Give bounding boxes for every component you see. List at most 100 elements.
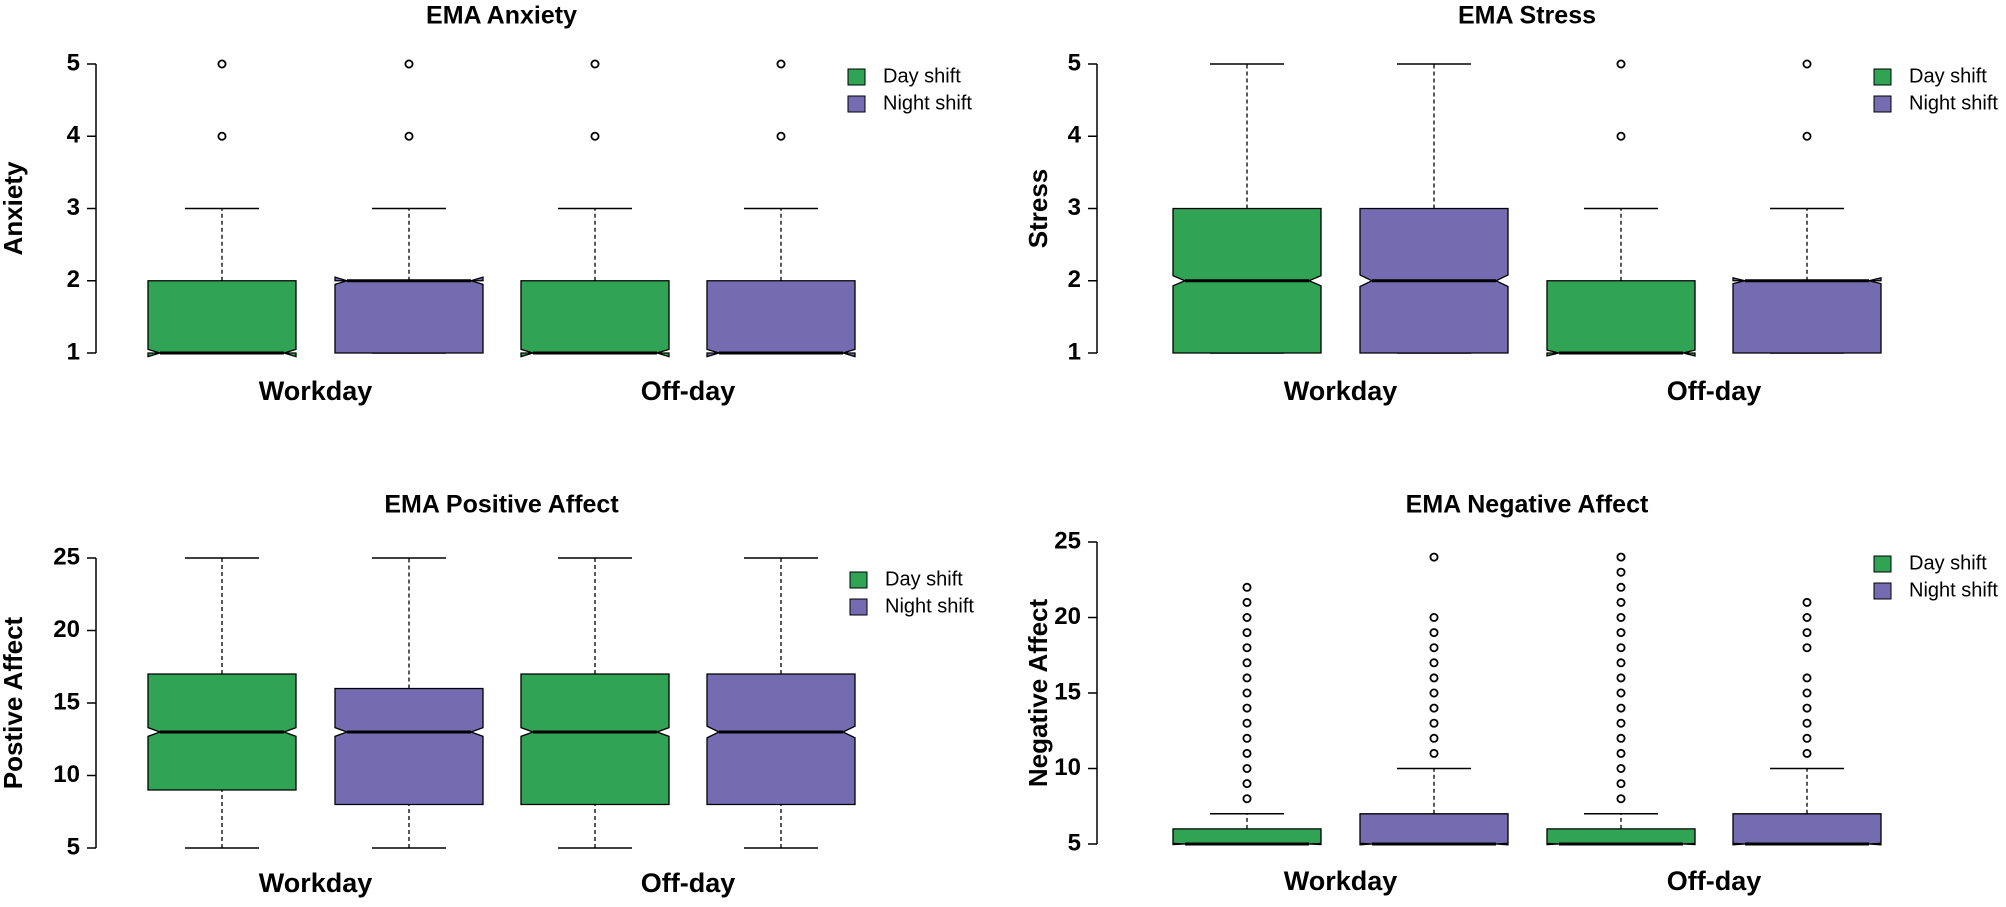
box — [520, 280, 670, 358]
outlier — [1429, 733, 1439, 743]
outlier — [1802, 673, 1812, 683]
outlier — [1242, 688, 1252, 698]
outlier — [1242, 613, 1252, 623]
y-tick-label: 5 — [1068, 829, 1081, 856]
legend-swatch — [849, 571, 868, 589]
legend-swatch — [847, 95, 866, 113]
outlier — [1616, 733, 1626, 743]
box — [1546, 828, 1696, 846]
y-tick-label: 4 — [67, 122, 81, 149]
y-tick-label: 2 — [67, 266, 80, 293]
legend-label: Night shift — [883, 92, 972, 114]
outlier — [1429, 718, 1439, 728]
outlier — [1802, 597, 1812, 607]
y-tick-label: 20 — [53, 616, 80, 643]
outlier — [1616, 59, 1626, 69]
outlier — [1242, 643, 1252, 653]
outlier — [1802, 613, 1812, 623]
outlier — [1429, 688, 1439, 698]
x-category-label: Workday — [1284, 376, 1398, 406]
y-tick-label: 1 — [1068, 338, 1081, 365]
outlier — [217, 131, 227, 141]
outlier — [217, 59, 227, 69]
outlier — [1802, 748, 1812, 758]
chart-title: EMA Anxiety — [426, 2, 577, 30]
outlier — [1616, 688, 1626, 698]
outlier — [1242, 733, 1252, 743]
outlier — [404, 59, 414, 69]
y-tick-label: 2 — [1068, 266, 1081, 293]
outlier — [1802, 688, 1812, 698]
x-category-label: Workday — [259, 376, 373, 406]
box — [1172, 828, 1322, 846]
outlier — [1616, 703, 1626, 713]
y-tick-label: 20 — [1054, 603, 1081, 630]
outlier — [1429, 703, 1439, 713]
legend-swatch — [847, 68, 866, 86]
outlier — [1802, 643, 1812, 653]
outlier — [776, 59, 786, 69]
outlier — [1802, 718, 1812, 728]
outlier — [1242, 748, 1252, 758]
outlier — [1429, 613, 1439, 623]
box — [334, 687, 484, 806]
outlier — [1616, 779, 1626, 789]
y-axis-label: Anxiety — [0, 161, 28, 255]
legend-label: Day shift — [885, 568, 963, 590]
y-tick-label: 25 — [1054, 527, 1081, 554]
x-category-label: Off-day — [641, 376, 736, 406]
box — [1359, 813, 1509, 846]
box — [1546, 280, 1696, 357]
outlier — [1616, 582, 1626, 592]
outlier — [1429, 552, 1439, 562]
outlier — [590, 59, 600, 69]
y-tick-label: 15 — [1054, 678, 1081, 705]
box — [1732, 277, 1882, 354]
chart-title: EMA Positive Affect — [384, 491, 619, 519]
outlier — [590, 131, 600, 141]
outlier — [1616, 597, 1626, 607]
legend-label: Day shift — [1909, 65, 1987, 87]
legend-swatch — [849, 598, 868, 616]
chart-title: EMA Stress — [1458, 2, 1596, 30]
x-category-label: Workday — [259, 868, 373, 898]
legend-swatch — [1873, 555, 1892, 573]
outlier — [1616, 567, 1626, 577]
legend-label: Night shift — [1909, 92, 1998, 114]
legend-swatch — [1873, 95, 1892, 113]
y-tick-label: 4 — [1068, 122, 1082, 149]
outlier — [1616, 613, 1626, 623]
y-tick-label: 3 — [67, 194, 80, 221]
box — [706, 280, 856, 358]
outlier — [1242, 658, 1252, 668]
x-category-label: Off-day — [641, 868, 736, 898]
outlier — [1242, 582, 1252, 592]
outlier — [1802, 733, 1812, 743]
outlier — [1242, 794, 1252, 804]
x-category-label: Off-day — [1667, 866, 1762, 896]
y-axis-label: Postive Affect — [0, 616, 28, 789]
outlier — [1616, 658, 1626, 668]
outlier — [1616, 794, 1626, 804]
outlier — [1242, 628, 1252, 638]
y-tick-label: 3 — [1068, 194, 1081, 221]
x-category-label: Off-day — [1667, 376, 1762, 406]
outlier — [1616, 643, 1626, 653]
outlier — [1802, 628, 1812, 638]
legend-swatch — [1873, 582, 1892, 600]
y-tick-label: 5 — [67, 833, 80, 860]
outlier — [1616, 131, 1626, 141]
y-tick-label: 5 — [67, 49, 80, 76]
y-tick-label: 15 — [53, 688, 80, 715]
outlier — [1616, 764, 1626, 774]
outlier — [1616, 628, 1626, 638]
chart-title: EMA Negative Affect — [1406, 491, 1649, 519]
box — [147, 280, 297, 358]
outlier — [1429, 748, 1439, 758]
box — [520, 673, 670, 806]
legend-swatch — [1873, 68, 1892, 86]
y-tick-label: 1 — [67, 338, 80, 365]
y-tick-label: 25 — [53, 543, 80, 570]
